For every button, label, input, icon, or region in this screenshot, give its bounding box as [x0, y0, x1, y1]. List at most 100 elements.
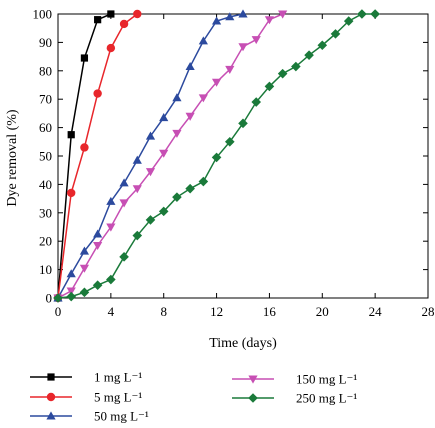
data-point: [251, 97, 262, 107]
y-tick-label: 30: [39, 205, 52, 220]
data-point: [278, 10, 288, 19]
legend-item: 5 mg L⁻¹: [30, 390, 142, 405]
data-point: [343, 16, 354, 26]
legend-item: 50 mg L⁻¹: [30, 409, 149, 424]
data-point: [159, 149, 169, 158]
data-point: [172, 192, 182, 202]
x-axis-title: Time (days): [209, 336, 277, 351]
data-point: [211, 78, 222, 87]
x-tick-label: 16: [263, 304, 277, 319]
x-tick-label: 4: [108, 304, 115, 319]
legend-item: 1 mg L⁻¹: [30, 370, 142, 385]
data-point: [79, 287, 90, 298]
axes: 0 4 8 12 16 20 24 28 0 10 20 30 40 50 60 70 80 90 100: [33, 7, 435, 320]
plot-frame: [57, 13, 429, 299]
data-point: [158, 206, 169, 217]
data-point: [79, 264, 90, 273]
data-point: [330, 29, 341, 39]
legend-marker: [46, 392, 56, 402]
data-point: [119, 178, 129, 187]
data-point: [119, 19, 129, 29]
data-point: [66, 269, 76, 278]
data-point: [94, 16, 102, 24]
data-point: [172, 129, 182, 138]
data-point: [264, 81, 275, 92]
data-point: [198, 36, 208, 45]
y-tick-label: 90: [39, 35, 52, 50]
data-point: [145, 215, 156, 225]
data-point: [93, 229, 103, 238]
data-point: [106, 196, 116, 205]
data-point: [185, 61, 195, 70]
legend-label: 1 mg L⁻¹: [94, 370, 142, 385]
data-point: [93, 242, 103, 251]
legend: 1 mg L⁻¹ 5 mg L⁻¹ 50 mg L⁻¹ 150 mg L⁻¹ 250 m…: [30, 370, 357, 424]
data-point: [106, 274, 116, 285]
series-4: [53, 10, 288, 303]
x-tick-label: 8: [160, 304, 167, 319]
y-tick-label: 70: [39, 92, 52, 107]
x-tick-label: 28: [422, 304, 435, 319]
data-point: [80, 143, 89, 152]
data-point: [225, 65, 235, 74]
data-point: [106, 223, 116, 232]
data-point: [145, 131, 156, 140]
data-point: [277, 68, 288, 79]
y-tick-label: 50: [39, 149, 52, 164]
data-point: [224, 137, 235, 147]
data-point: [211, 16, 222, 25]
data-point: [357, 9, 367, 19]
data-point: [132, 185, 142, 194]
data-point: [370, 9, 380, 19]
x-tick-label: 20: [316, 304, 329, 319]
data-point: [185, 112, 195, 121]
x-tick-label: 24: [369, 304, 383, 319]
data-point: [132, 230, 143, 241]
series-layer: [53, 9, 380, 303]
series-2: [53, 9, 142, 303]
data-point: [291, 61, 301, 72]
data-point: [119, 252, 129, 262]
legend-item: 250 mg L⁻¹: [232, 391, 357, 406]
x-tick-label: 12: [210, 304, 223, 319]
data-point: [264, 16, 275, 25]
data-point: [238, 43, 248, 52]
series-line: [57, 13, 283, 299]
data-point: [93, 89, 102, 98]
data-point: [107, 10, 115, 18]
data-point: [145, 168, 156, 177]
data-point: [238, 118, 248, 129]
y-tick-label: 80: [39, 63, 52, 78]
data-point: [133, 9, 142, 19]
data-point: [225, 12, 235, 21]
series-5: [53, 9, 380, 303]
data-point: [251, 36, 261, 45]
data-point: [198, 94, 208, 103]
legend-marker: [248, 375, 258, 384]
data-point: [67, 131, 75, 139]
data-point: [66, 287, 76, 296]
y-tick-label: 0: [46, 291, 53, 306]
data-point: [119, 199, 129, 208]
legend-label: 50 mg L⁻¹: [94, 409, 149, 424]
data-point: [172, 93, 182, 102]
data-point: [304, 50, 314, 60]
legend-item: 150 mg L⁻¹: [232, 372, 357, 387]
data-point: [92, 280, 103, 291]
legend-label: 150 mg L⁻¹: [296, 372, 357, 387]
data-point: [132, 155, 142, 164]
data-point: [66, 291, 77, 302]
legend-marker: [46, 411, 56, 420]
y-axis-title: Dye removal (%): [5, 109, 20, 207]
data-point: [67, 188, 76, 198]
legend-label: 250 mg L⁻¹: [296, 391, 357, 406]
data-point: [53, 293, 63, 303]
data-point: [159, 113, 169, 122]
legend-marker: [248, 393, 258, 403]
data-point: [106, 43, 116, 53]
data-point: [238, 9, 248, 18]
data-point: [80, 54, 89, 62]
y-tick-label: 10: [39, 262, 52, 277]
data-point: [317, 40, 328, 51]
